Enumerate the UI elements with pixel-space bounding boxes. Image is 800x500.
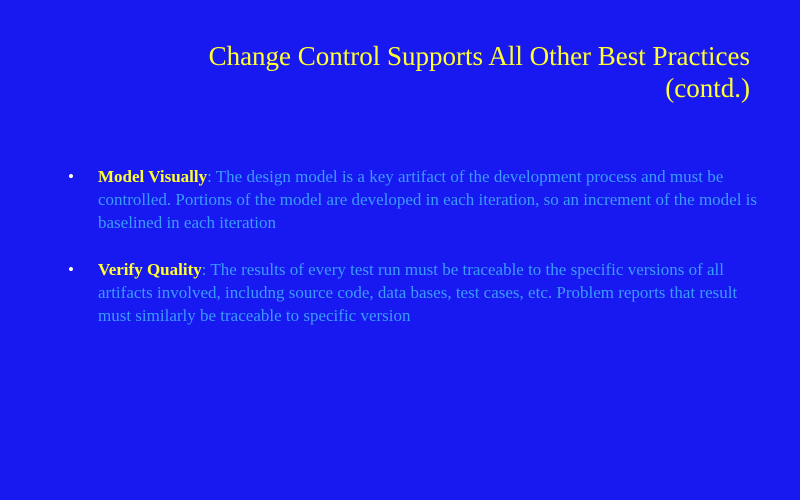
bullet-item-model-visually: • Model Visually: The design model is a … [66, 165, 766, 234]
title-line-1: Change Control Supports All Other Best P… [208, 41, 750, 71]
bullet-item-verify-quality: • Verify Quality: The results of every t… [66, 258, 766, 327]
title-line-2: (contd.) [665, 73, 750, 103]
slide-title: Change Control Supports All Other Best P… [100, 40, 750, 104]
bullet-text: : The design model is a key artifact of … [98, 167, 758, 232]
bullet-dot-icon: • [68, 167, 74, 186]
bullet-text: : The results of every test run must be … [98, 260, 738, 325]
bullet-list: • Model Visually: The design model is a … [66, 165, 766, 351]
bullet-heading: Verify Quality [98, 260, 202, 279]
bullet-heading: Model Visually [98, 167, 208, 186]
bullet-dot-icon: • [68, 260, 74, 279]
